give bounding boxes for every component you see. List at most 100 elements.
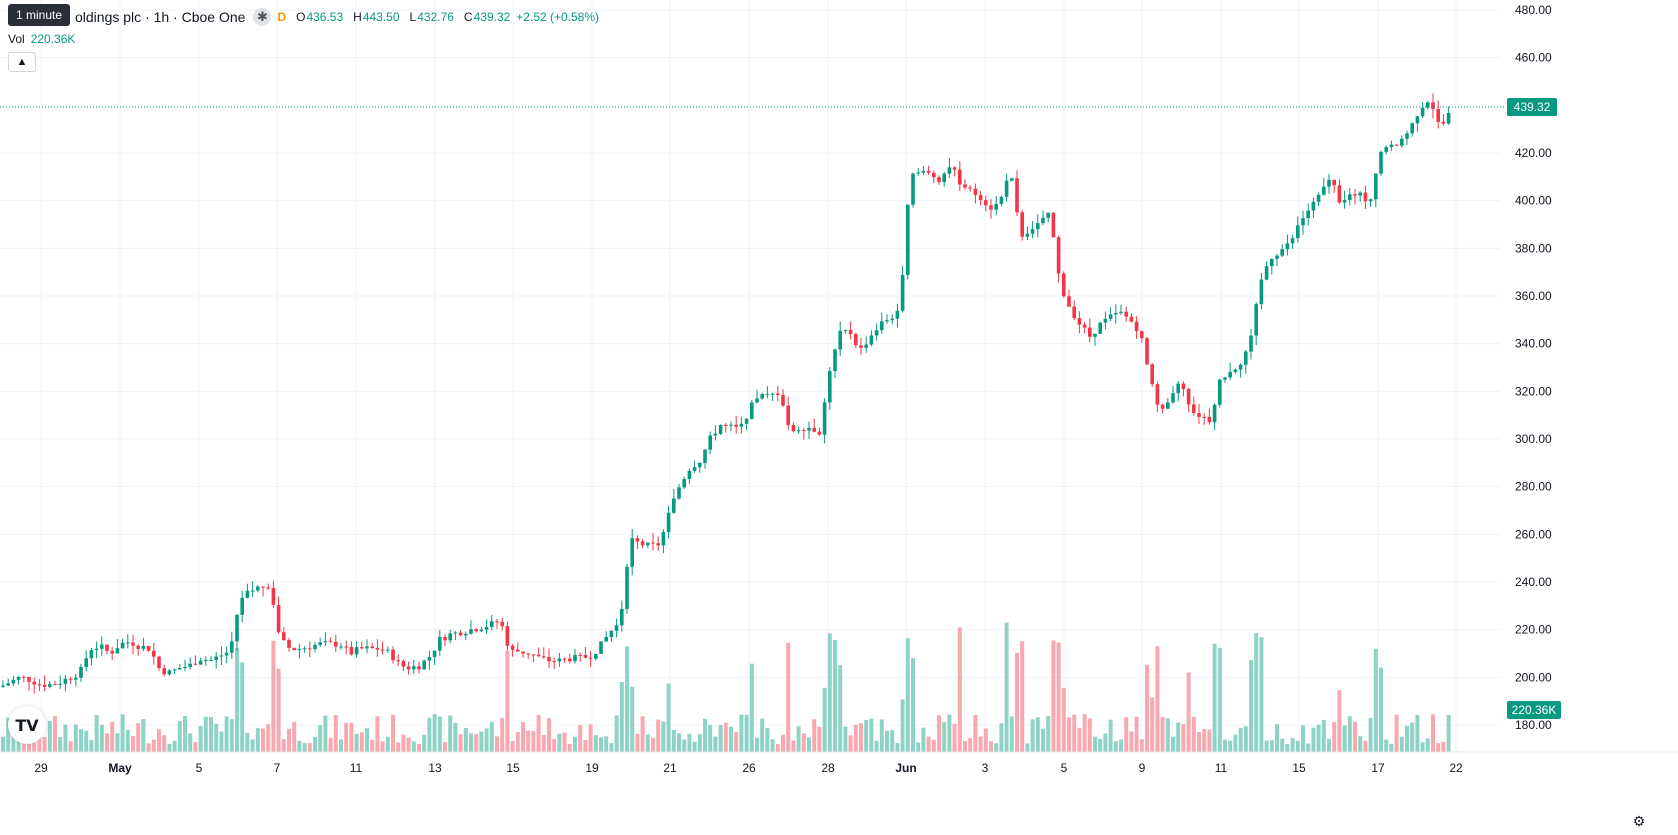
candle-body [136,645,140,649]
candle-body [323,641,328,643]
volume-bar [1368,717,1373,752]
candle-body [1192,404,1196,414]
candle-body [172,669,177,671]
candle-body [1249,335,1253,352]
volume-bar [905,638,910,752]
volume-bar [1067,717,1071,752]
candle-body [167,670,172,675]
candle-body [1207,416,1212,423]
candle-body [100,644,104,649]
volume-bar [1389,743,1394,752]
volume-bar [1046,716,1051,752]
volume-bar [1259,637,1264,752]
volume-bar [313,737,317,752]
candle-body [635,538,640,542]
volume-bar [656,719,661,752]
candle-body [432,650,437,657]
volume-bar [453,722,458,752]
candle-body [84,658,88,667]
chevron-up-icon[interactable]: ▲ [8,52,36,72]
volume-bar [287,728,291,752]
candle-body [1186,389,1191,405]
candle-body [568,658,572,662]
volume-bar [1243,726,1248,752]
d-badge[interactable]: D [277,10,287,24]
volume-bar [224,716,229,752]
volume-bar [328,737,333,752]
volume-bar [339,739,343,752]
candle-body [843,329,848,331]
current-price-line: 439.32 220.36K [0,97,1561,719]
time-axis: 29 May 5 7 11 13 15 19 21 26 28 Jun 3 5 9 11 15 17 22 [0,751,1678,775]
volume-bar [63,724,68,752]
volume-bar [812,719,817,752]
x-tick-label: 7 [274,761,281,775]
snowflake-icon[interactable]: ✱ [253,8,272,26]
candle-body [318,642,322,645]
candle-body [32,681,36,685]
volume-bar [146,743,151,752]
volume-bar [489,721,494,752]
candle-body [1374,173,1378,200]
candle-body [1280,249,1284,256]
candle-body [521,651,525,654]
volume-bar [625,646,629,752]
close-value: 439.32 [473,10,511,24]
tradingview-logo-icon[interactable]: TV [8,706,46,744]
current-price-badge [1507,97,1557,116]
volume-bar [141,719,146,752]
settings-icon[interactable]: ⚙ [1632,812,1646,829]
volume-bar [1358,736,1363,752]
x-tick-label: 19 [585,761,599,775]
candle-body [1051,212,1056,238]
volume-bar [619,681,624,752]
x-tick-label: Jun [895,761,916,775]
candle-body [718,424,723,434]
x-tick-label: 3 [982,761,989,775]
volume-bar [937,715,941,752]
volume-bar [58,736,63,752]
volume-bar [697,734,702,752]
volume-bar [105,733,109,752]
candle-body [110,650,114,654]
volume-bar [874,741,879,752]
volume-bar [666,683,671,752]
volume-bar [536,715,541,752]
candle-body [412,666,416,670]
candle-body [235,614,239,642]
candle-body [640,541,645,546]
volume-bar [203,716,208,752]
symbol-title[interactable]: oldings plc · 1h · Cboe One [75,9,246,25]
candle-body [1426,102,1430,108]
volume-bar [661,721,666,752]
volume-bar [1405,725,1409,752]
volume-bar [921,727,926,752]
candle-body [594,653,598,659]
candle-body [760,393,764,399]
x-tick-label: 17 [1371,761,1385,775]
candle-body [484,627,489,630]
candle-body [266,587,270,589]
candle-body [74,677,78,680]
volume-bar [500,718,505,752]
volume-bar [1254,633,1259,752]
candle-body [937,177,941,183]
volume-bar [651,737,655,752]
y-tick-label: 280.00 [1515,480,1552,494]
candle-body [880,321,884,331]
volume-bar [250,739,255,752]
candle-body [11,679,16,684]
candle-body [677,487,681,499]
candle-body [911,173,915,205]
volume-bar [1269,740,1274,752]
candle-body [302,648,307,650]
low-label: L [409,10,417,24]
volume-bar [547,717,551,752]
candle-body [739,423,744,427]
volume-bar [604,736,609,752]
volume-bar [380,741,385,752]
volume-bar [739,714,744,752]
candle-body [1171,393,1175,403]
candle-body [105,644,109,651]
